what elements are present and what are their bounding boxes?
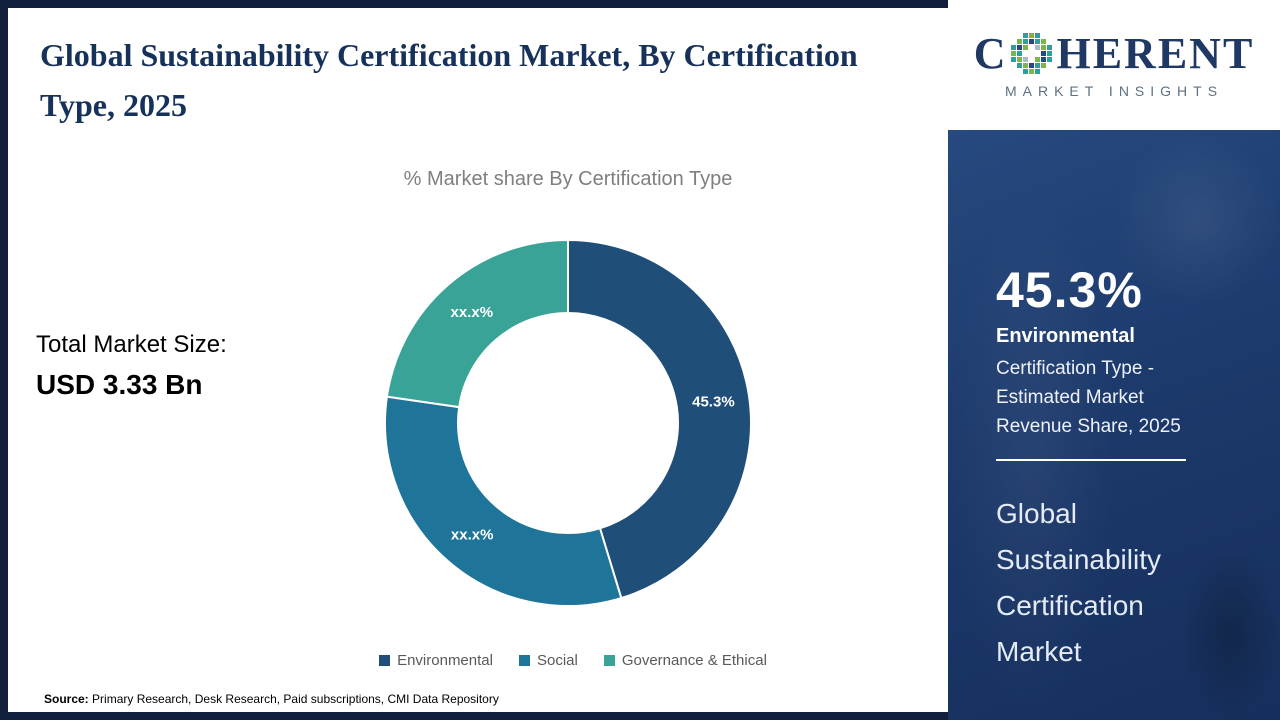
highlight-stat-description: Certification Type - Estimated Market Re… [996,358,1181,437]
sidebar: C HERENT MARKET INSIGHTS 45.3% Environme… [948,0,1280,720]
sidebar-divider [996,459,1186,461]
page-title: Global Sustainability Certification Mark… [40,37,858,123]
sidebar-report-title: Global Sustainability Certification Mark… [996,498,1161,667]
logo-letter-c: C [973,28,1008,78]
logo-tagline: MARKET INSIGHTS [1004,82,1224,99]
main-panel: Global Sustainability Certification Mark… [8,8,948,712]
slice-label-environmental: 45.3% [692,393,735,410]
legend-item-governance-ethical: Governance & Ethical [603,652,767,669]
sidebar-body: 45.3% Environmental Certification Type -… [948,130,1280,720]
legend-label: Governance & Ethical [621,652,767,669]
donut-slice-environmental [567,238,753,600]
chart-legend: Environmental Social Governance & Ethical [228,652,918,669]
coherent-logo: C HERENT MARKET INSIGHTS [948,0,1280,130]
logo-letters-rest: HERENT [1056,28,1255,78]
slice-label-governance-ethical: xx.x% [451,304,494,321]
source-text: Primary Research, Desk Research, Paid su… [92,692,499,706]
source-note: Source: Primary Research, Desk Research,… [44,692,499,706]
legend-item-environmental: Environmental [379,652,493,669]
highlight-stat-value: 45.3% [996,262,1143,318]
legend-swatch-icon [518,655,530,666]
donut-chart: 45.3% xx.x% xx.x% [384,238,753,607]
chart-title: % Market share By Certification Type [403,168,733,190]
total-market-size-value: USD 3.33 Bn [36,369,203,400]
legend-label: Environmental [397,652,493,669]
coherent-logo-wordmark: C HERENT [973,28,1255,78]
legend-label: Social [536,652,578,669]
source-label: Source: [44,692,89,706]
highlight-stat-label: Environmental [996,325,1135,347]
coherent-logo-mosaic-icon [1011,33,1053,74]
donut-slice-governance-ethical [385,238,569,409]
total-market-size: Total Market Size: USD 3.33 Bn [36,331,227,401]
legend-item-social: Social [518,652,578,669]
total-market-size-label: Total Market Size: [36,331,227,358]
legend-swatch-icon [379,655,391,666]
slice-label-social: xx.x% [451,526,494,543]
donut-slice-social [384,395,623,607]
legend-swatch-icon [603,655,615,666]
